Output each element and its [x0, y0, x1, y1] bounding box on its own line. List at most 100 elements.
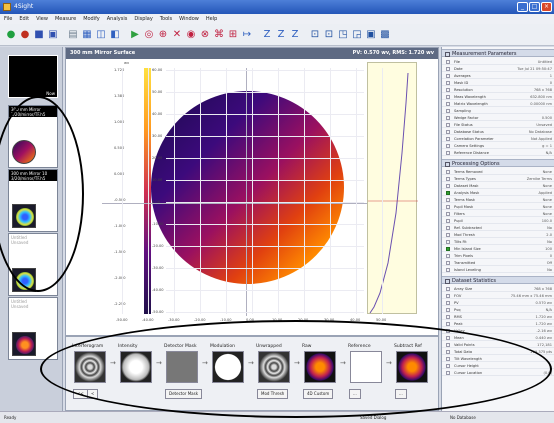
row-checkbox[interactable] [446, 151, 450, 155]
profile-plot[interactable] [367, 62, 418, 314]
view1-icon[interactable]: ⊡ [310, 29, 320, 40]
zoom-z-icon[interactable]: Z [291, 29, 299, 40]
fit-icon[interactable]: ⊞ [228, 29, 238, 40]
row-checkbox[interactable] [446, 240, 450, 244]
cursor-horizontal-line[interactable] [102, 203, 380, 204]
menu-item-modify[interactable]: Modify [83, 16, 100, 22]
property-row[interactable]: Wedge Factor 0.500 [442, 115, 554, 121]
row-checkbox[interactable] [446, 191, 450, 195]
property-row[interactable]: Pupil Mask None [442, 204, 554, 210]
property-row[interactable]: Filters None [442, 211, 554, 217]
add-icon[interactable]: ⊕ [158, 29, 168, 40]
row-checkbox[interactable] [446, 130, 450, 134]
view4-icon[interactable]: ◲ [352, 29, 362, 40]
view2-icon[interactable]: ⊡ [324, 29, 334, 40]
property-row[interactable]: Terms Types Zernike Terms [442, 176, 554, 182]
property-row[interactable]: Database Status No Database [442, 129, 554, 135]
row-checkbox[interactable] [446, 247, 450, 251]
save-icon[interactable]: ■ [34, 29, 44, 40]
open-icon[interactable]: ▣ [48, 29, 58, 40]
property-row[interactable]: Meas Wavelength 632.800 nm [442, 94, 554, 100]
row-checkbox[interactable] [446, 102, 450, 106]
menu-item-view[interactable]: View [36, 16, 48, 22]
print-icon[interactable]: ▤ [68, 29, 78, 40]
row-checkbox[interactable] [446, 198, 450, 202]
stop-icon[interactable]: ● [20, 29, 30, 40]
property-row[interactable]: Tilts Fit No [442, 239, 554, 245]
row-checkbox[interactable] [446, 261, 450, 265]
row-checkbox[interactable] [446, 219, 450, 223]
menu-item-display[interactable]: Display [134, 16, 153, 22]
property-row[interactable]: Averages 1 [442, 73, 554, 79]
row-checkbox[interactable] [446, 322, 450, 326]
row-checkbox[interactable] [446, 301, 450, 305]
row-checkbox[interactable] [446, 268, 450, 272]
property-row[interactable]: Pvq N/A [442, 307, 554, 313]
row-checkbox[interactable] [446, 170, 450, 174]
row-checkbox[interactable] [446, 205, 450, 209]
row-checkbox[interactable] [446, 137, 450, 141]
play-icon[interactable]: ▶ [131, 29, 139, 40]
property-row[interactable]: Dataset Mask None [442, 183, 554, 189]
menu-item-help[interactable]: Help [205, 16, 218, 22]
property-row[interactable]: RMS 1.720 wv [442, 314, 554, 320]
row-checkbox[interactable] [446, 294, 450, 298]
zoom-icon[interactable]: Z [263, 29, 271, 40]
property-row[interactable]: Min Island Size 100 [442, 246, 554, 252]
row-checkbox[interactable] [446, 315, 450, 319]
row-checkbox[interactable] [446, 226, 450, 230]
row-checkbox[interactable] [446, 123, 450, 127]
row-checkbox[interactable] [446, 144, 450, 148]
property-row[interactable]: Correlation Parameter Not Applied [442, 136, 554, 142]
row-checkbox[interactable] [446, 254, 450, 258]
remove-icon[interactable]: ✕ [172, 29, 182, 40]
row-checkbox[interactable] [446, 177, 450, 181]
property-row[interactable]: Terms Removed None [442, 169, 554, 175]
property-row[interactable]: Sampling [442, 108, 554, 114]
maximize-button[interactable]: □ [529, 2, 540, 12]
row-checkbox[interactable] [446, 81, 450, 85]
property-row[interactable]: Reference Distance N/A [442, 150, 554, 156]
arrow-icon[interactable]: ↦ [242, 29, 252, 40]
minimize-button[interactable]: _ [517, 2, 528, 12]
row-checkbox[interactable] [446, 74, 450, 78]
row-checkbox[interactable] [446, 88, 450, 92]
row-checkbox[interactable] [446, 67, 450, 71]
view3-icon[interactable]: ◳ [338, 29, 348, 40]
row-checkbox[interactable] [446, 116, 450, 120]
target-icon[interactable]: ◎ [144, 29, 154, 40]
menu-item-edit[interactable]: Edit [19, 16, 30, 22]
run-icon[interactable]: ● [6, 29, 16, 40]
menu-item-tools[interactable]: Tools [159, 16, 173, 22]
menu-item-file[interactable]: File [4, 16, 13, 22]
property-row[interactable]: Pupil 100.0 [442, 218, 554, 224]
row-checkbox[interactable] [446, 95, 450, 99]
row-checkbox[interactable] [446, 308, 450, 312]
row-checkbox[interactable] [446, 60, 450, 64]
property-row[interactable]: Resolution 768 x 768 [442, 87, 554, 93]
property-row[interactable]: Date Tue Jul 21 09:50:47 [442, 66, 554, 72]
property-row[interactable]: FOV 75.46 mm x 75.46 mm [442, 293, 554, 299]
view6-icon[interactable]: ▩ [380, 29, 390, 40]
menu-item-measure[interactable]: Measure [54, 16, 77, 22]
property-row[interactable]: Ref. Subtracted No [442, 225, 554, 231]
section-header[interactable]: Measurement Parameters [442, 49, 554, 57]
property-row[interactable]: PV 0.570 wv [442, 300, 554, 306]
property-row[interactable]: Trim Pixels 0 [442, 253, 554, 259]
live-thumbnail[interactable]: Now [8, 55, 58, 98]
property-row[interactable]: Peak 1.720 wv [442, 321, 554, 327]
section-header[interactable]: Dataset Statistics [442, 276, 554, 284]
row-checkbox[interactable] [446, 233, 450, 237]
property-row[interactable]: Island Leveling No [442, 267, 554, 273]
surface-map[interactable] [151, 91, 344, 284]
property-row[interactable]: Array Size 768 x 768 [442, 286, 554, 292]
grid-icon[interactable]: ▦ [82, 29, 92, 40]
property-row[interactable]: File Untitled [442, 59, 554, 65]
zoom-y-icon[interactable]: Z [277, 29, 285, 40]
section-header[interactable]: Processing Options [442, 159, 554, 167]
property-row[interactable]: Camera Settings g = 1 [442, 143, 554, 149]
property-row[interactable]: Terms Mask None [442, 197, 554, 203]
thumbnail-4[interactable]: Untitled Unsaved [8, 297, 58, 360]
row-checkbox[interactable] [446, 287, 450, 291]
property-row[interactable]: Mask ID 0 [442, 80, 554, 86]
